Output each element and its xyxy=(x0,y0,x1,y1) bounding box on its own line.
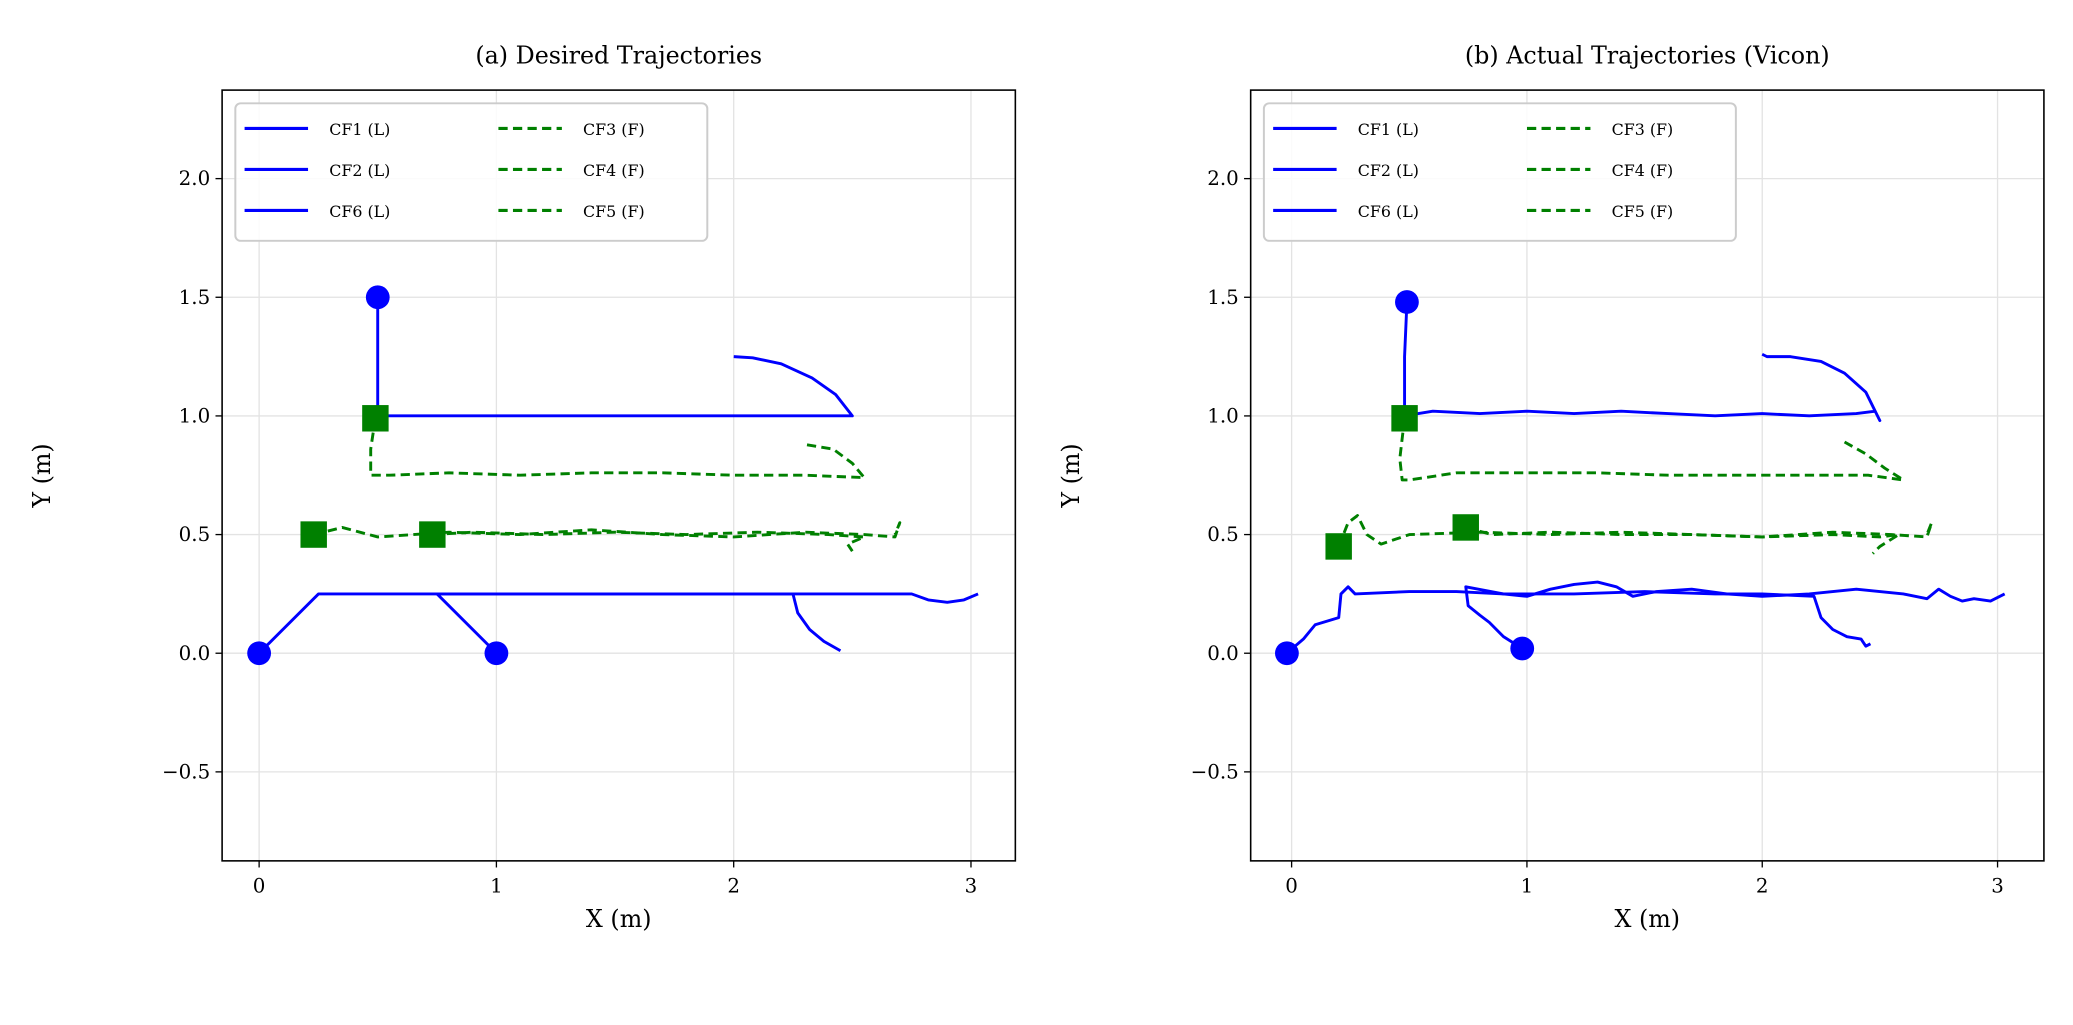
y-tick-label: −0.5 xyxy=(162,760,210,783)
x-tick-label: 2 xyxy=(727,875,740,898)
legend-label: CF1 (L) xyxy=(329,120,390,139)
legend: CF1 (L) CF2 (L) CF6 (L) CF3 (F) CF4 (F) CF5 (… xyxy=(234,102,709,242)
y-tick-label: 0.0 xyxy=(1207,642,1239,665)
x-tick-label: 3 xyxy=(965,875,978,898)
chart-panel-1: 0 1 2 3 −0.5 0.0 0.5 1.0 1.5 2.0 (b) Actual Trajec… xyxy=(1057,42,2045,933)
y-tick-label: 1.0 xyxy=(179,405,211,428)
axes-frame xyxy=(1249,89,2045,862)
series-line-cf3-f- xyxy=(369,418,866,480)
legend-label: CF4 (F) xyxy=(583,161,645,180)
legend-box xyxy=(234,102,709,242)
legend-label: CF5 (F) xyxy=(583,202,645,221)
legend-label: CF2 (L) xyxy=(1358,161,1419,180)
start-marker-square xyxy=(1325,533,1352,560)
series-line-cf3-f- xyxy=(1398,418,1905,482)
chart-title: (a) Desired Trajectories xyxy=(475,42,762,70)
x-tick-label: 1 xyxy=(490,875,503,898)
start-marker-circle xyxy=(365,285,390,310)
legend-label: CF6 (L) xyxy=(329,202,390,221)
legend-label: CF3 (F) xyxy=(1612,120,1674,139)
series-line-cf2-l- xyxy=(435,592,842,655)
x-tick-label: 1 xyxy=(1521,875,1534,898)
start-marker-circle xyxy=(1510,636,1535,661)
start-marker-circle xyxy=(484,641,509,666)
start-marker-square xyxy=(362,405,389,432)
chart-panel-0: 0 1 2 3 −0.5 0.0 0.5 1.0 1.5 2.0 (a) Desired Traje… xyxy=(28,42,1017,933)
x-axis-label: X (m) xyxy=(1614,905,1680,933)
y-axis-label: Y (m) xyxy=(1057,443,1085,508)
legend-label: CF5 (F) xyxy=(1612,202,1674,221)
series-line-cf5-f- xyxy=(432,530,866,553)
legend-label: CF6 (L) xyxy=(1358,202,1419,221)
y-tick-label: 0.5 xyxy=(179,523,211,546)
plot-area xyxy=(1275,290,2006,666)
y-tick-label: 0.5 xyxy=(1207,523,1239,546)
y-axis-label: Y (m) xyxy=(28,443,56,508)
plot-area xyxy=(247,285,979,666)
legend-box xyxy=(1262,102,1737,242)
series-line-cf1-l- xyxy=(258,592,979,655)
x-axis-label: X (m) xyxy=(586,905,652,933)
legend-label: CF3 (F) xyxy=(583,120,645,139)
start-marker-square xyxy=(1391,405,1418,432)
legend-label: CF2 (L) xyxy=(329,161,390,180)
series-line-cf2-l- xyxy=(1464,585,1872,650)
y-tick-label: −0.5 xyxy=(1191,760,1239,783)
series-line-cf6-l- xyxy=(376,297,854,418)
y-tick-label: 1.0 xyxy=(1207,405,1239,428)
series-line-cf4-f- xyxy=(313,521,902,539)
start-marker-square xyxy=(419,521,446,548)
x-tick-label: 3 xyxy=(1991,875,2004,898)
series-line-cf5-f- xyxy=(1465,526,1901,555)
start-marker-square xyxy=(1452,514,1479,541)
legend-label: CF4 (F) xyxy=(1612,161,1674,180)
series-line-cf6-l- xyxy=(1403,301,1882,423)
x-tick-label: 0 xyxy=(253,875,266,898)
start-marker-circle xyxy=(247,641,272,666)
legend: CF1 (L) CF2 (L) CF6 (L) CF3 (F) CF4 (F) CF5 (… xyxy=(1262,102,1737,242)
y-tick-label: 1.5 xyxy=(179,286,211,309)
y-tick-label: 0.0 xyxy=(179,642,211,665)
y-tick-label: 1.5 xyxy=(1207,286,1239,309)
y-tick-label: 2.0 xyxy=(1207,167,1239,190)
x-tick-label: 0 xyxy=(1285,875,1298,898)
series-line-cf4-f- xyxy=(1337,514,1934,548)
start-marker-circle xyxy=(1275,641,1299,666)
axes-frame xyxy=(221,89,1017,862)
start-marker-square xyxy=(300,521,327,548)
x-tick-label: 2 xyxy=(1756,875,1769,898)
series-line-cf1-l- xyxy=(1285,580,2006,655)
start-marker-circle xyxy=(1395,290,1419,314)
y-tick-label: 2.0 xyxy=(179,167,211,190)
legend-label: CF1 (L) xyxy=(1358,120,1419,139)
chart-title: (b) Actual Trajectories (Vicon) xyxy=(1465,42,1830,70)
